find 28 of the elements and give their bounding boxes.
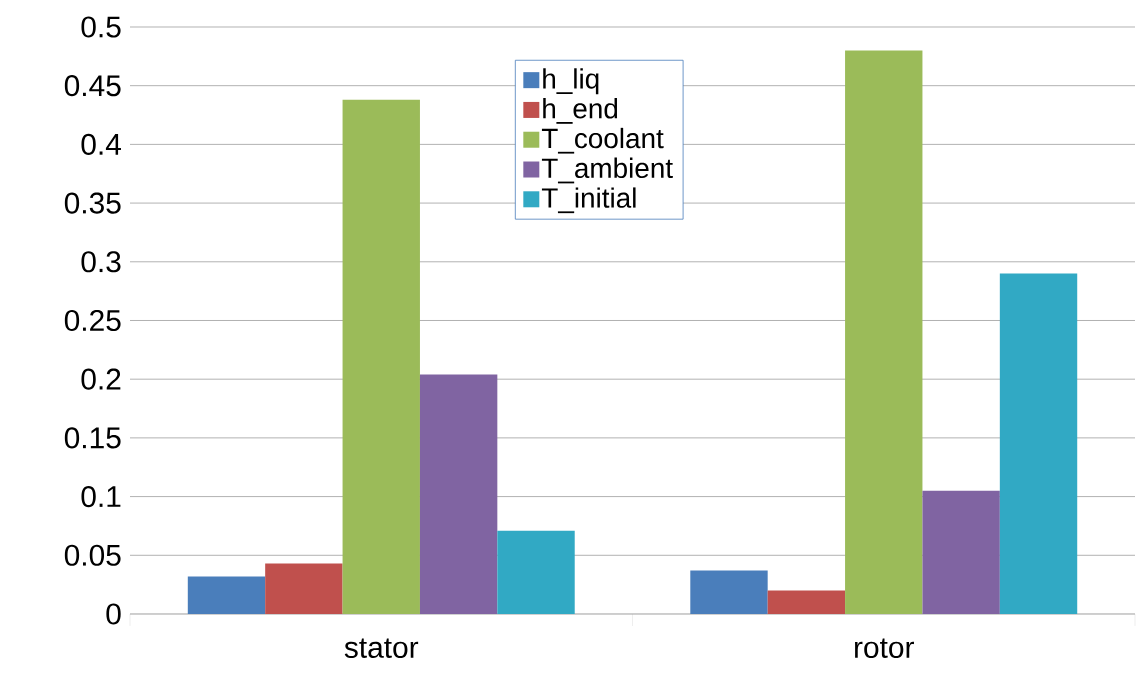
y-tick-label: 0.15 [64, 427, 121, 449]
bar [265, 563, 343, 614]
y-tick-label: 0.1 [81, 486, 121, 508]
legend-label: h_end [543, 98, 618, 124]
bar [767, 590, 846, 614]
x-tick-label: rotor [855, 638, 914, 659]
bar [342, 99, 420, 614]
legend-label: T_ambient [541, 157, 673, 184]
bar [999, 273, 1078, 614]
legend-label: h_liq [543, 68, 599, 95]
y-tick-label: 0.3 [81, 251, 121, 273]
bar [922, 490, 1000, 614]
bar [187, 576, 266, 614]
y-tick-label: 0.4 [81, 133, 121, 155]
y-tick-label: 0.45 [64, 75, 121, 97]
y-tick-label: 0 [106, 603, 121, 625]
bar [690, 570, 768, 614]
y-tick-label: 0.5 [81, 16, 121, 38]
bar [497, 530, 575, 614]
bar [419, 374, 498, 614]
y-tick-label: 0.2 [81, 368, 121, 390]
legend-label: T_initial [541, 187, 636, 214]
legend-label: T_coolant [541, 127, 664, 154]
x-tick-label: stator [344, 638, 419, 659]
y-tick-label: 0.35 [64, 192, 121, 214]
y-tick-label: 0.25 [64, 309, 121, 332]
y-tick-label: 0.05 [64, 544, 121, 566]
bar [845, 50, 923, 614]
